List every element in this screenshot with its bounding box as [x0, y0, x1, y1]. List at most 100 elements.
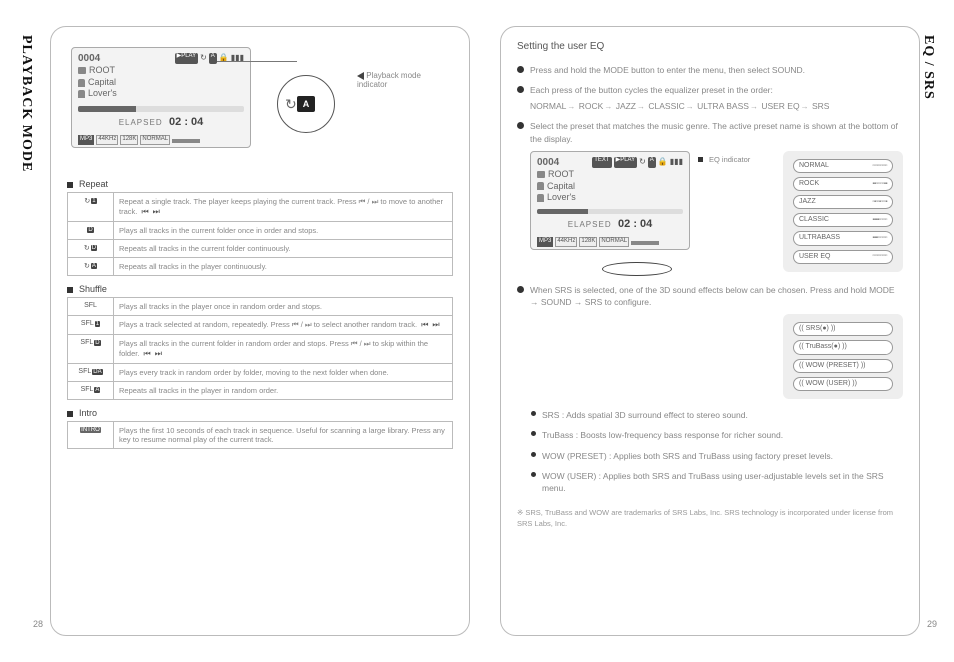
shuffle-table: SFL Plays all tracks in the player once i…	[67, 297, 453, 400]
table-row: ↻1 Repeat a single track. The player keep…	[68, 193, 453, 222]
repeat-icon: ↻	[200, 53, 207, 63]
eq-highlight-oval	[602, 262, 672, 276]
eq-title: Setting the user EQ	[517, 41, 903, 52]
mode-a-icon: A	[648, 157, 656, 167]
freq-chip: 44KHz	[96, 135, 118, 145]
progress-bar	[78, 106, 244, 112]
format-chip: MP3	[537, 237, 553, 247]
table-row: SFL 1Plays a track selected at random, r…	[68, 316, 453, 335]
srs-item: TruBass : Boosts low-frequency bass resp…	[531, 429, 903, 441]
bullet-icon	[531, 431, 536, 436]
mode-callout-circle: ↻ A	[277, 75, 335, 133]
intro-icon: INTRO	[80, 427, 101, 433]
page-number-left: 28	[33, 619, 43, 629]
status-badges: TEXT ▶PLAY ↻ A 🔒 ▮▮▮	[592, 157, 683, 167]
srs-presets-box: (( SRS(●) )) (( TruBass(●) )) (( WOW (PR…	[783, 314, 903, 399]
srs-item: WOW (PRESET) : Applies both SRS and TruB…	[531, 450, 903, 462]
intro-heading: Intro	[67, 408, 453, 418]
bullet-icon	[517, 66, 524, 73]
side-label-eq: EQ / SRS	[920, 35, 936, 100]
shuffle-desc: Plays all tracks in the current folder i…	[119, 339, 428, 358]
intro-desc: Plays the first 10 seconds of each track…	[114, 422, 453, 449]
repeat-desc: Repeat a single track. The player keeps …	[119, 197, 443, 216]
elapsed-time: 02 : 04	[169, 116, 203, 128]
bullet-icon	[517, 122, 524, 129]
battery-icon: ▮▮▮	[670, 157, 683, 167]
folder-icon	[78, 67, 86, 74]
table-row: SFL DPlays all tracks in the current fol…	[68, 335, 453, 364]
root-label: ROOT	[89, 65, 115, 77]
repeat-desc: Repeats all tracks in the current folder…	[114, 240, 453, 258]
repeat-all-icon: ↻A	[84, 262, 97, 270]
eq-flow: NORMAL→ ROCK→ JAZZ→ CLASSIC→ ULTRA BASS→…	[530, 100, 903, 113]
srs-item: WOW (USER) : Applies both SRS and TruBas…	[531, 470, 903, 495]
repeat-folder-icon: ↻D	[84, 244, 97, 252]
eq-pill: CLASSIC▪▪▪▪▫▫▫▫▫	[793, 213, 893, 227]
eq-chip: NORMAL	[599, 237, 629, 247]
text-indicator-icon: TEXT	[592, 157, 611, 167]
callout-arrow: Playback mode indicator	[357, 71, 453, 89]
page-left: 0004 ▶PLAY ↻ A 🔒 ▮▮▮ ROOT Capital Lover'…	[50, 26, 470, 636]
eq-step: Press and hold the MODE button to enter …	[517, 64, 903, 76]
refresh-icon: ↻	[285, 96, 297, 113]
song-icon	[537, 194, 544, 202]
eq-pill: NORMAL▫▫▫▫▫▫▫▫▫	[793, 159, 893, 173]
callout-line	[217, 61, 297, 62]
artist-icon	[537, 182, 544, 190]
bitrate-chip: 128K	[120, 135, 138, 145]
srs-pill: (( SRS(●) ))	[793, 322, 893, 336]
shuffle-icon: SFL	[84, 302, 97, 309]
freq-chip: 44KHz	[555, 237, 577, 247]
artist-label: Capital	[88, 77, 116, 89]
elapsed-label: ELAPSED	[119, 118, 163, 127]
shuffle-folder-all-icon: SFL DA	[78, 368, 102, 375]
eq-step-text: Press and hold the MODE button to enter …	[530, 64, 903, 76]
table-row: SFL A Repeats all tracks in the player in…	[68, 382, 453, 400]
table-row: ↻A Repeats all tracks in the player conti…	[68, 258, 453, 276]
srs-item: SRS : Adds spatial 3D surround effect to…	[531, 409, 903, 421]
srs-footnote: ※ SRS, TruBass and WOW are trademarks of…	[517, 508, 903, 529]
table-row: SFL Plays all tracks in the player once i…	[68, 298, 453, 316]
repeat-icon: ↻	[639, 157, 646, 167]
eq-indicator-note: EQ indicator	[709, 155, 750, 164]
prev-icon: ⏮	[141, 207, 148, 217]
mode-a-icon: A	[209, 53, 217, 63]
format-chip: MP3	[78, 135, 94, 145]
prev-icon: ⏮	[144, 349, 151, 359]
eq-pill: ULTRABASS▪▪▪▫▫▫▫▫▫	[793, 231, 893, 245]
folder-icon	[537, 171, 545, 178]
battery-icon: ▮▮▮	[231, 53, 244, 63]
next-icon: ⏭	[153, 207, 160, 217]
srs-pill: (( TruBass(●) ))	[793, 340, 893, 354]
repeat-one-icon: ↻1	[84, 197, 96, 205]
prev-icon: ⏮	[421, 320, 428, 330]
repeat-table: ↻1 Repeat a single track. The player keep…	[67, 192, 453, 276]
play-indicator-icon: ▶PLAY	[614, 157, 638, 167]
table-row: DPlays all tracks in the current folder …	[68, 222, 453, 240]
lock-icon: 🔒	[219, 53, 229, 63]
shuffle-desc: Repeats all tracks in the player in rand…	[114, 382, 453, 400]
shuffle-desc: Plays all tracks in the player once in r…	[114, 298, 453, 316]
eq-pill: USER EQ▫▫▫▫▫▫▫▫▫	[793, 250, 893, 264]
bullet-icon	[531, 411, 536, 416]
progress-bar	[537, 209, 683, 214]
shuffle-desc: Plays every track in random order by fol…	[114, 364, 453, 382]
page-number-right: 29	[927, 619, 937, 629]
callout-text: Playback mode indicator	[357, 71, 421, 89]
eq-pill: ROCK▪▪▫▫▫▫▫▪▪	[793, 177, 893, 191]
folder-once-icon: D	[87, 227, 93, 233]
play-indicator-icon: ▶PLAY	[175, 53, 199, 63]
repeat-heading: Repeat	[67, 179, 453, 189]
page-right: Setting the user EQ Press and hold the M…	[500, 26, 920, 636]
repeat-desc: Repeats all tracks in the player continu…	[114, 258, 453, 276]
shuffle-all-icon: SFL A	[81, 386, 101, 393]
status-badges: ▶PLAY ↻ A 🔒 ▮▮▮	[175, 53, 244, 63]
table-row: INTRO Plays the first 10 seconds of each …	[68, 422, 453, 449]
eq-step-text: Each press of the button cycles the equa…	[530, 84, 903, 96]
song-label: Lover's	[88, 88, 117, 100]
eq-bars-icon	[631, 237, 659, 245]
callout-badge: A	[297, 96, 315, 112]
shuffle-one-icon: SFL 1	[81, 320, 100, 327]
bullet-icon	[517, 286, 524, 293]
side-label-playback: PLAYBACK MODE	[18, 35, 34, 172]
